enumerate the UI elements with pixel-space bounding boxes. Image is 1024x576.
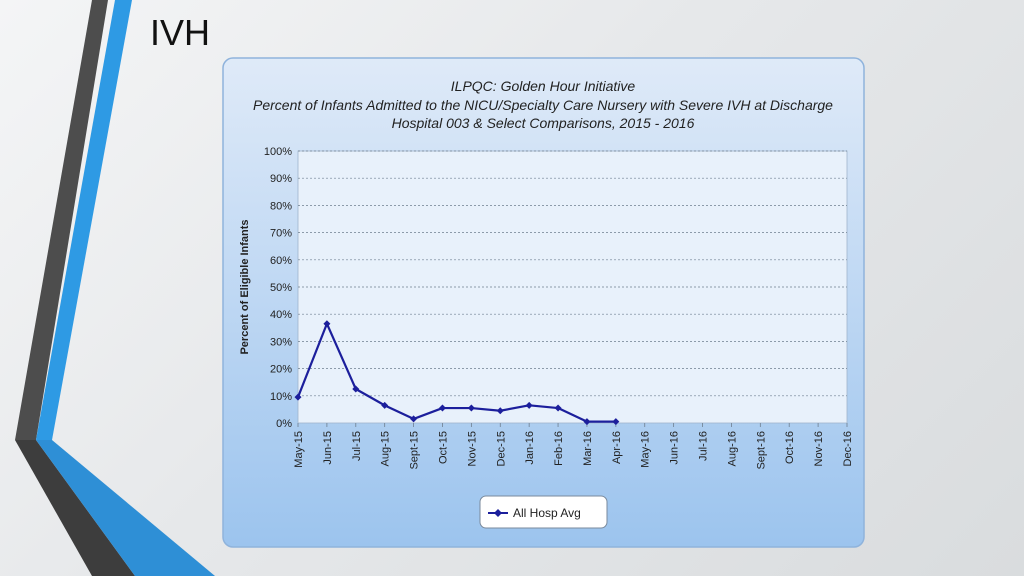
- x-tick-label: Sept-15: [409, 431, 421, 470]
- data-point: [323, 320, 331, 328]
- data-point: [294, 393, 302, 401]
- data-point: [381, 401, 389, 409]
- y-tick-label: 20%: [270, 364, 292, 376]
- y-axis-ticks: 0% 10% 20% 30% 40% 50% 60% 70% 80% 90% 100%: [264, 146, 292, 430]
- data-point: [352, 385, 360, 393]
- data-point: [496, 407, 504, 415]
- x-tick-label: Feb-16: [553, 431, 565, 466]
- data-point: [554, 404, 562, 412]
- x-tick-label: Jun-15: [322, 431, 334, 465]
- data-point: [438, 404, 446, 412]
- chart-title: ILPQC: Golden Hour Initiative: [451, 78, 636, 94]
- blue-stripe: [36, 0, 132, 440]
- data-point: [467, 404, 475, 412]
- x-tick-label: Dec-15: [495, 431, 507, 466]
- y-tick-label: 50%: [270, 282, 292, 294]
- line-chart: 0% 10% 20% 30% 40% 50% 60% 70% 80% 90% 100% May-15…: [222, 57, 865, 548]
- y-tick-label: 60%: [270, 255, 292, 267]
- x-tick-label: May-16: [640, 431, 652, 468]
- legend-label: All Hosp Avg: [513, 506, 581, 520]
- x-tick-label: May-15: [293, 431, 305, 468]
- x-tick-label: Aug-16: [726, 431, 738, 466]
- x-axis-ticks: May-15 Jun-15 Jul-15 Aug-15 Sept-15 Oct-15 Nov…: [293, 423, 854, 470]
- y-tick-label: 80%: [270, 200, 292, 212]
- series-line: [296, 322, 616, 423]
- legend-box: [479, 495, 608, 529]
- dark-stripe-lower: [15, 440, 135, 576]
- y-tick-label: 100%: [264, 146, 292, 158]
- x-tick-label: Aug-15: [380, 431, 392, 466]
- x-tick-label: Oct-15: [437, 431, 449, 464]
- x-tick-label: Mar-16: [582, 431, 594, 466]
- x-tick-label: Apr-16: [611, 431, 623, 464]
- x-tick-label: Jun-16: [669, 431, 681, 465]
- x-tick-label: Jan-16: [524, 431, 536, 465]
- chart-subtitle-2: Hospital 003 & Select Comparisons, 2015 …: [392, 115, 695, 131]
- blue-stripe-lower: [36, 440, 215, 576]
- data-point: [612, 418, 620, 426]
- y-tick-label: 30%: [270, 336, 292, 348]
- legend-swatch-marker: [494, 509, 502, 517]
- chart-subtitle: Percent of Infants Admitted to the NICU/…: [253, 97, 833, 113]
- y-tick-label: 40%: [270, 309, 292, 321]
- y-tick-label: 10%: [270, 391, 292, 403]
- x-tick-label: Jul-15: [351, 431, 363, 461]
- x-tick-label: Sept-16: [755, 431, 767, 470]
- data-point: [583, 418, 591, 426]
- grid-lines: [298, 150, 847, 397]
- y-tick-label: 0%: [276, 418, 292, 430]
- x-tick-label: Jul-16: [698, 431, 710, 461]
- y-tick-label: 90%: [270, 173, 292, 185]
- y-axis-label: Percent of Eligible Infants: [239, 219, 251, 354]
- x-tick-label: Nov-15: [466, 431, 478, 466]
- x-tick-label: Nov-16: [813, 431, 825, 466]
- series-group: [294, 320, 620, 426]
- slide-title: IVH: [150, 12, 211, 53]
- x-tick-label: Oct-16: [784, 431, 796, 464]
- chart-frame: 0% 10% 20% 30% 40% 50% 60% 70% 80% 90% 100% May-15…: [222, 57, 878, 560]
- y-tick-label: 70%: [270, 228, 292, 240]
- data-point: [410, 415, 418, 423]
- plot-area: [297, 150, 848, 424]
- data-point: [525, 401, 533, 409]
- x-tick-label: Dec-16: [842, 431, 854, 466]
- dark-stripe-left: [15, 0, 108, 440]
- legend: All Hosp Avg: [479, 495, 608, 529]
